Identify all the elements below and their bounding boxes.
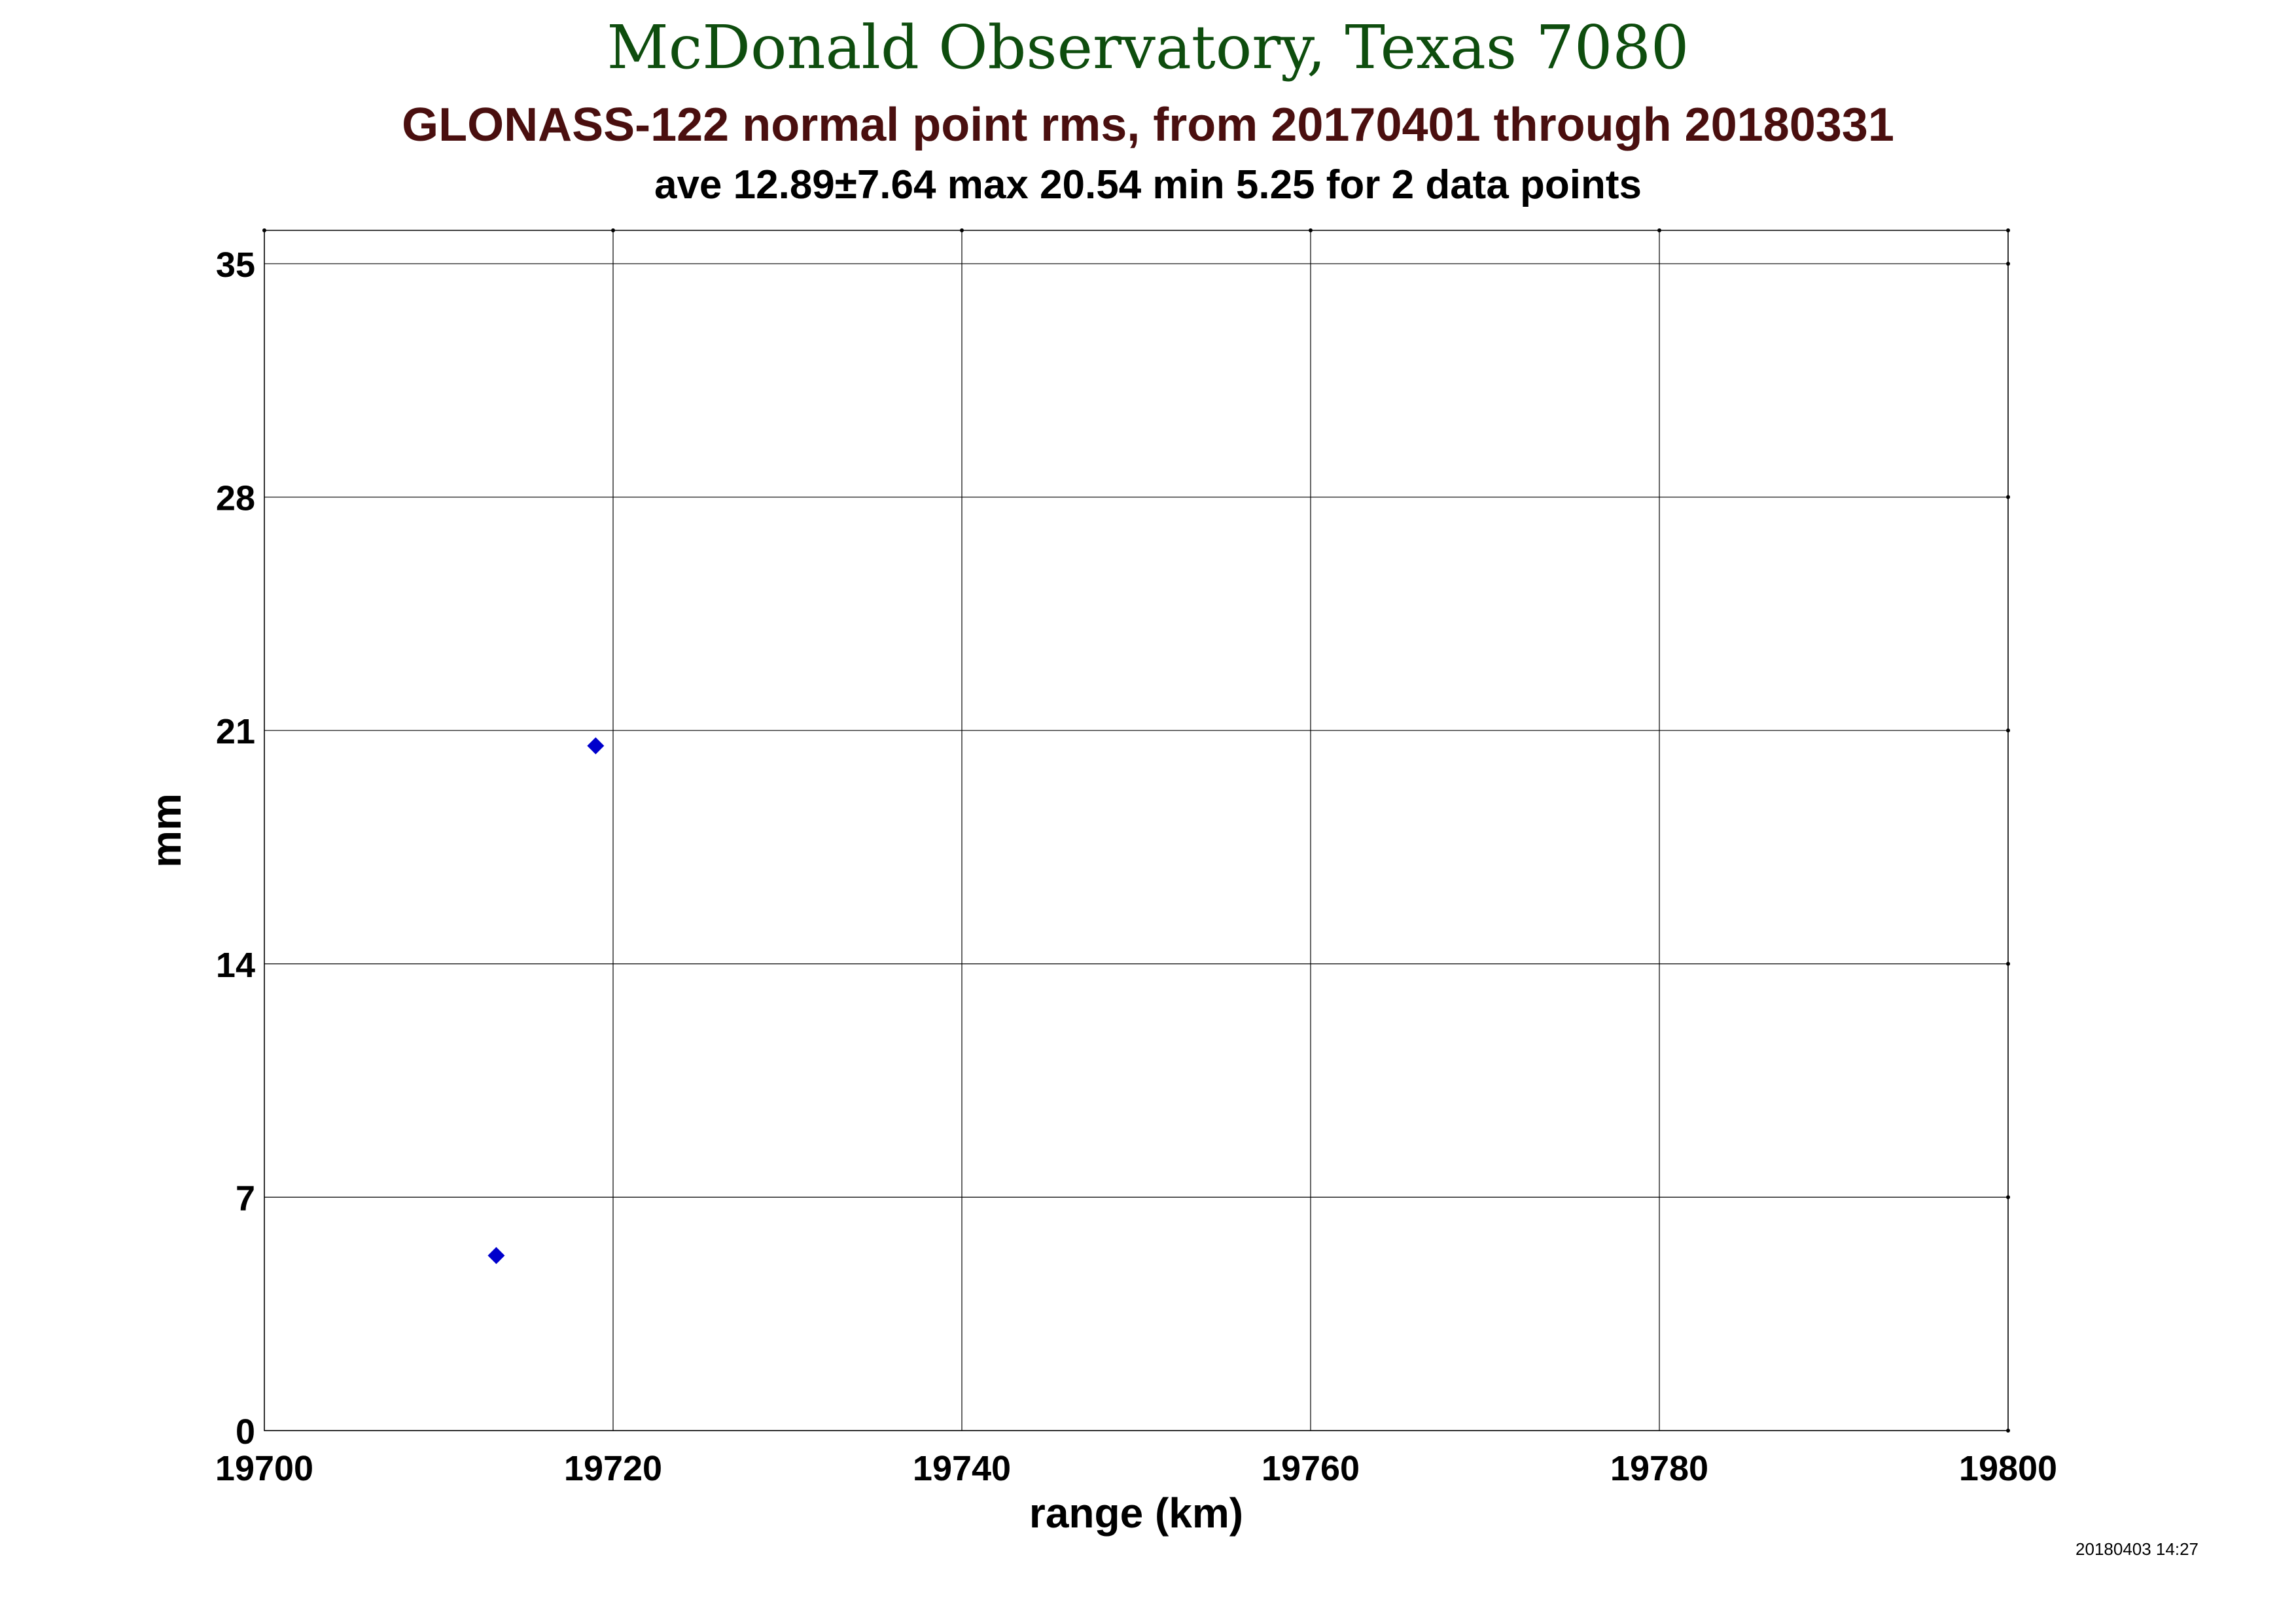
x-tick-label: 19700 <box>215 1449 313 1488</box>
y-tick-label: 21 <box>216 712 255 751</box>
grid-lines <box>262 228 2010 1433</box>
data-point <box>487 1247 505 1264</box>
x-axis-label: range (km) <box>1029 1489 1243 1537</box>
data-points <box>487 737 605 1264</box>
data-point <box>587 737 605 755</box>
chart-title: McDonald Observatory, Texas 7080 <box>607 12 1689 82</box>
y-tick-label: 14 <box>216 946 255 985</box>
x-tick-label: 19780 <box>1610 1449 1708 1488</box>
y-tick-label: 28 <box>216 479 255 518</box>
x-tick-label: 19760 <box>1262 1449 1360 1488</box>
plot-frame <box>264 230 2009 1431</box>
x-tick-label: 19740 <box>913 1449 1011 1488</box>
y-axis-label: mm <box>143 793 190 868</box>
tick-labels: 19700 19720 19740 19760 19780 19800 0 7 14 21 28 35 <box>215 245 2057 1488</box>
x-tick-label: 19720 <box>564 1449 662 1488</box>
stats-line: ave 12.89±7.64 max 20.54 min 5.25 for 2 … <box>654 162 1642 207</box>
chart-subtitle: GLONASS-122 normal point rms, from 20170… <box>402 99 1894 151</box>
timestamp: 20180403 14:27 <box>2075 1539 2199 1559</box>
y-tick-label: 7 <box>236 1179 255 1218</box>
x-tick-label: 19800 <box>1959 1449 2057 1488</box>
y-tick-label: 0 <box>236 1412 255 1452</box>
y-tick-label: 35 <box>216 245 255 285</box>
